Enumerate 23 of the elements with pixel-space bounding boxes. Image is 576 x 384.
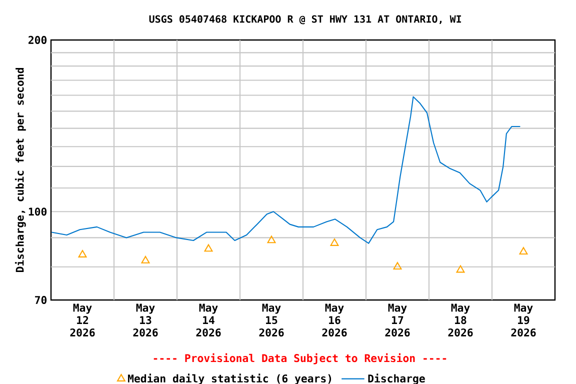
y-tick-label: 100 [28,208,47,216]
x-tick-label: May 17 2026 [385,304,410,337]
chart-title: USGS 05407468 KICKAPOO R @ ST HWY 131 AT ONTARIO, WI [149,15,461,24]
x-tick-label: May 12 2026 [70,304,95,337]
x-tick-label: May 18 2026 [448,304,473,337]
x-tick-label: May 15 2026 [259,304,284,337]
point [78,250,87,258]
point [519,247,528,255]
point [204,244,213,252]
point [141,256,150,264]
point [456,265,465,273]
y-tick-label: 200 [28,36,47,44]
line-series [51,96,521,244]
x-tick-label: May 14 2026 [196,304,221,337]
point [267,236,276,244]
text: ---- Provisional Data Subject to Revision ---- [154,353,446,364]
point [393,262,402,270]
x-tick-label: May 13 2026 [133,304,158,337]
x-tick-label: May 16 2026 [322,304,347,337]
y-axis-title: Discharge, cubic feet per second [14,68,26,272]
point [330,238,339,246]
x-tick-label: May 19 2026 [511,304,536,337]
y-tick-label: 70 [35,296,47,304]
